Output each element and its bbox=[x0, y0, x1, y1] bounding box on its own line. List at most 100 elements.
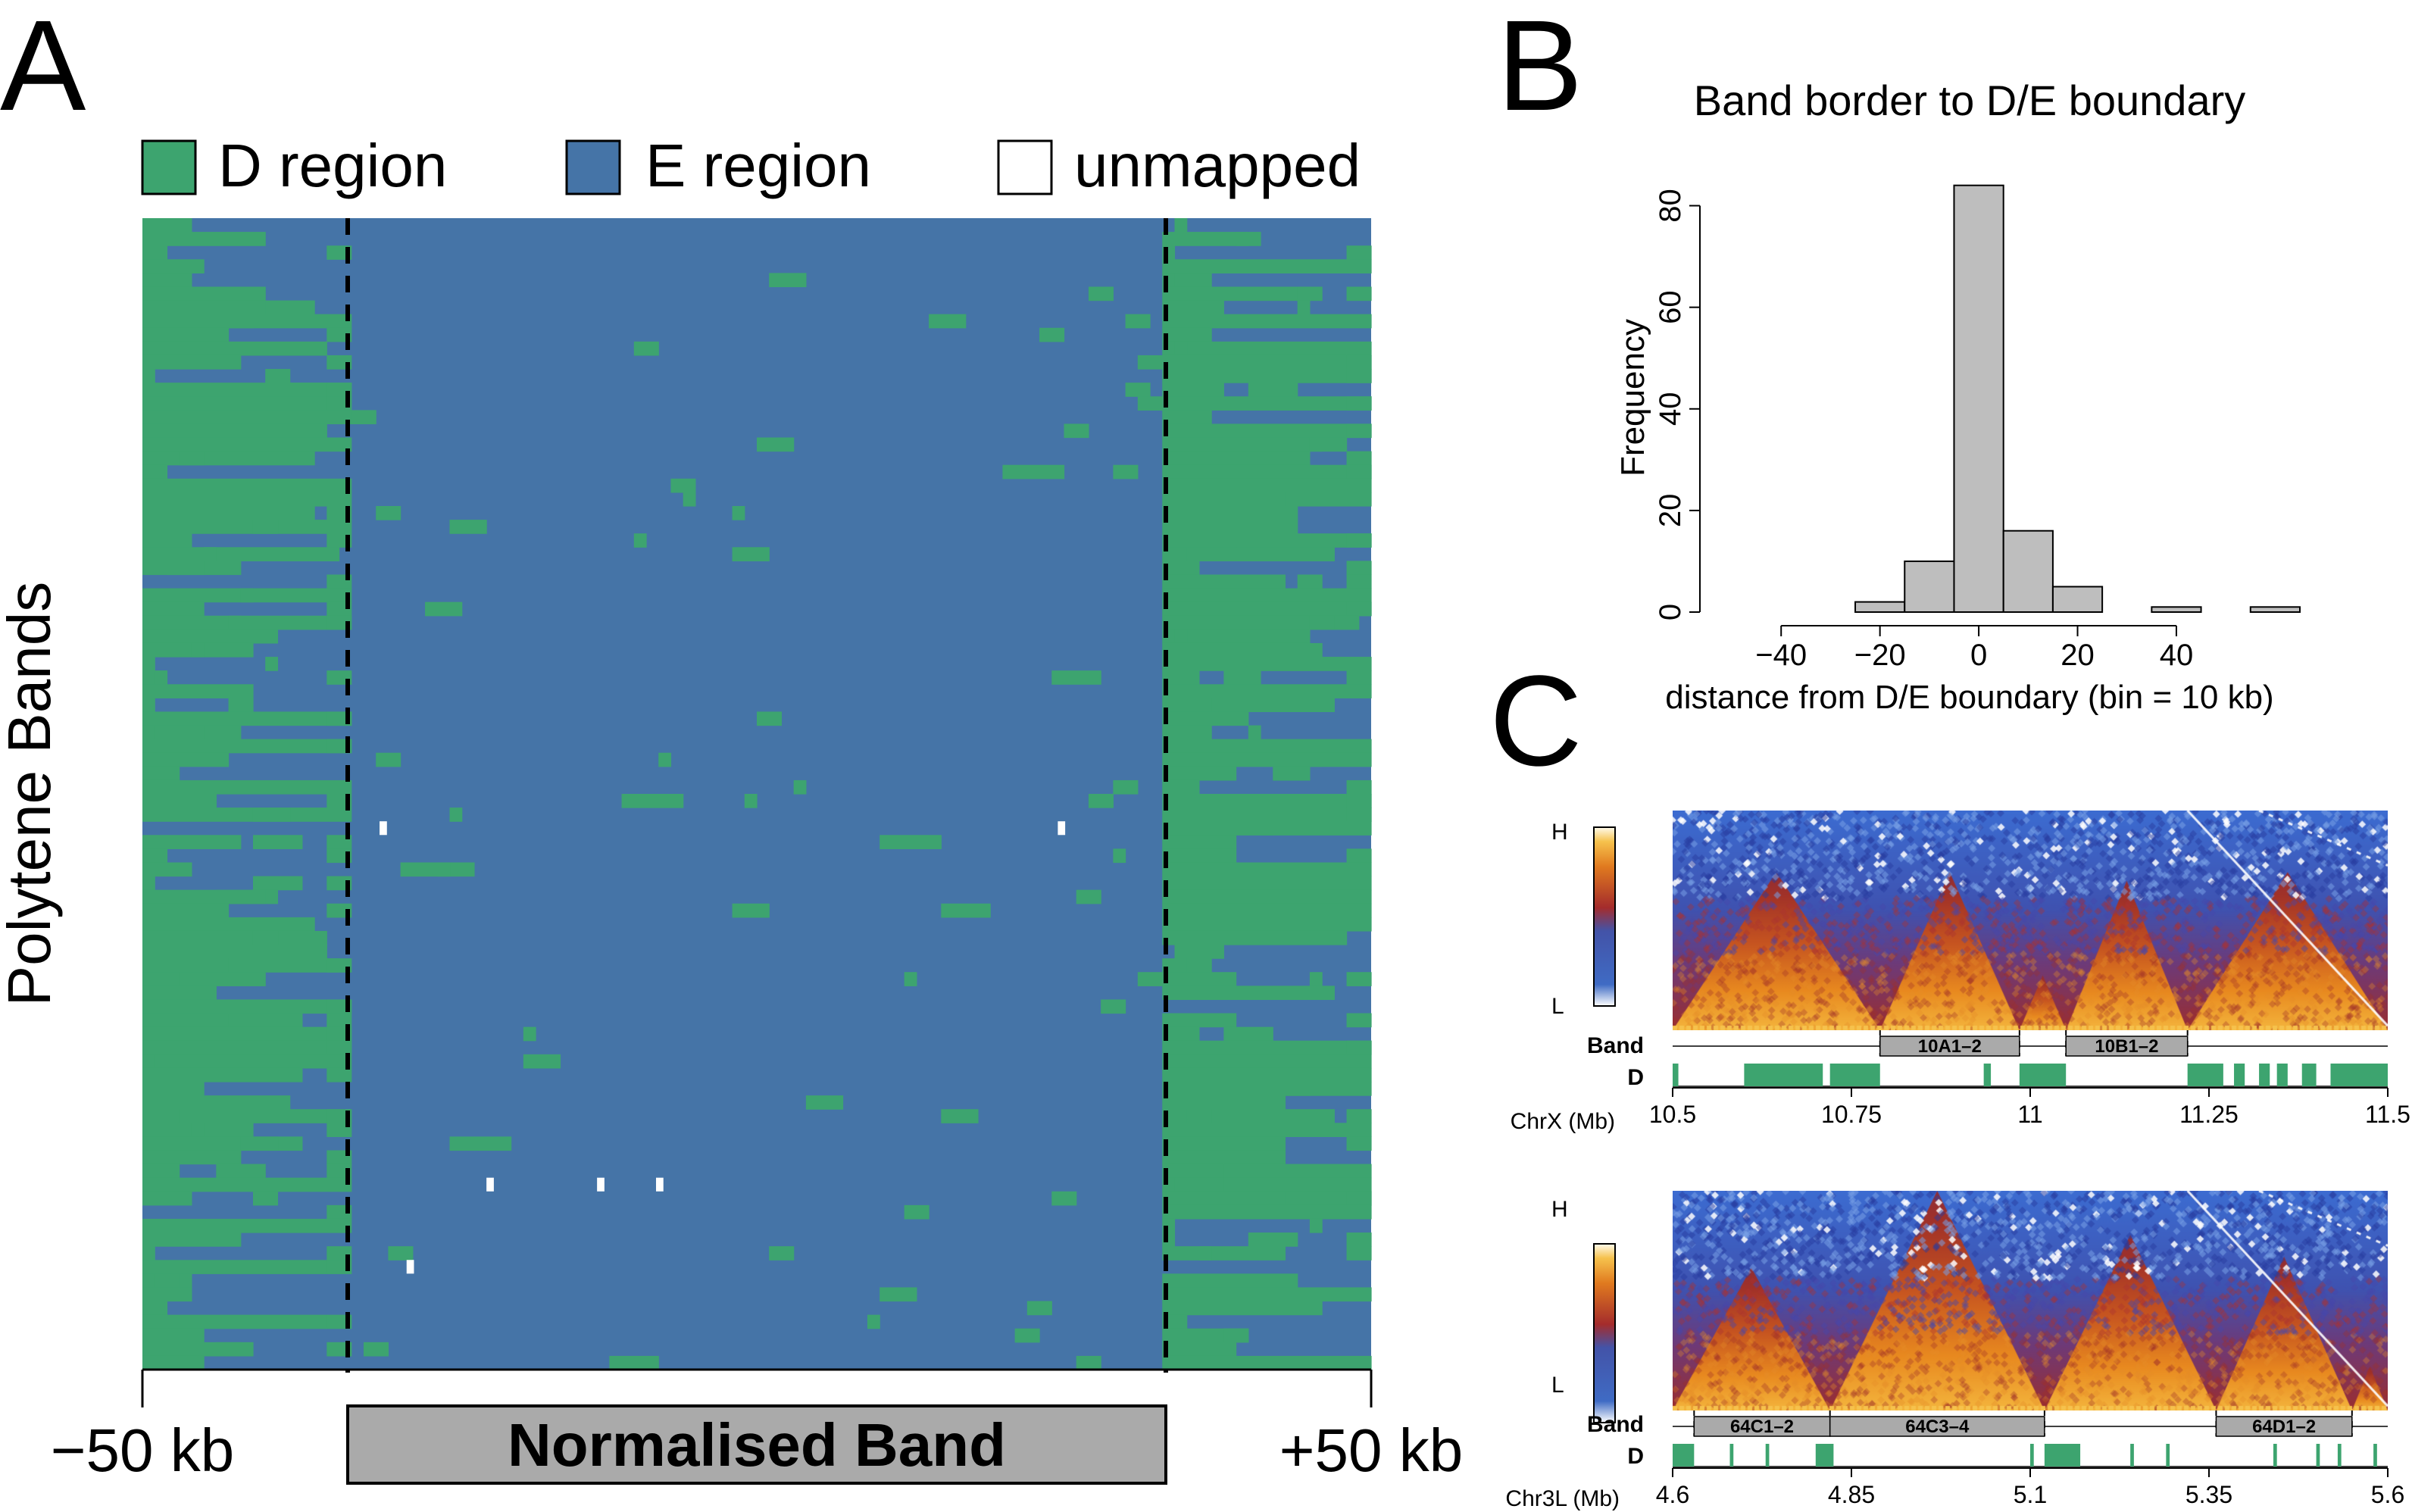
d-region-cell bbox=[142, 533, 192, 548]
d-region-cell bbox=[1248, 383, 1298, 397]
d-region-cell bbox=[1162, 341, 1372, 356]
unmapped-cell bbox=[406, 1260, 414, 1274]
d-region-cell bbox=[142, 520, 352, 534]
d-track-segment bbox=[2316, 1444, 2320, 1467]
d-region-cell bbox=[142, 972, 266, 986]
d-region-cell bbox=[1346, 1246, 1372, 1261]
d-region-cell bbox=[142, 739, 352, 754]
d-region-cell bbox=[1162, 684, 1372, 698]
d-region-cell bbox=[142, 1191, 192, 1206]
d-region-cell bbox=[142, 848, 168, 864]
d-region-cell bbox=[1162, 752, 1372, 767]
d-region-cell bbox=[1309, 972, 1323, 986]
d-region-cell bbox=[1162, 972, 1237, 986]
d-region-cell bbox=[1162, 1040, 1372, 1055]
d-region-cell bbox=[1162, 1082, 1372, 1096]
d-region-cell bbox=[1002, 464, 1065, 480]
d-region-cell bbox=[941, 903, 991, 918]
legend-swatch-d bbox=[141, 139, 197, 195]
d-region-cell bbox=[1162, 930, 1348, 945]
d-region-cell bbox=[1346, 464, 1372, 480]
d-region-cell bbox=[658, 752, 672, 767]
d-track-segment bbox=[1765, 1444, 1770, 1467]
d-region-cell bbox=[1162, 396, 1372, 411]
d-region-cell bbox=[1076, 1355, 1101, 1370]
d-region-cell bbox=[1346, 972, 1372, 986]
d-region-cell bbox=[1162, 766, 1237, 781]
d-region-cell bbox=[1162, 1246, 1286, 1261]
d-region-cell bbox=[1261, 876, 1298, 891]
d-region-cell bbox=[142, 1013, 303, 1028]
d-region-cell bbox=[142, 766, 180, 781]
d-region-cell bbox=[1162, 1273, 1298, 1289]
d-region-cell bbox=[732, 547, 770, 561]
d-region-cell bbox=[1346, 1191, 1372, 1206]
d-region-cell bbox=[1162, 300, 1224, 315]
d-region-cell bbox=[167, 794, 217, 808]
d-region-cell bbox=[142, 629, 279, 644]
genome-axis-tick-label: 4.6 bbox=[1656, 1481, 1689, 1508]
histogram-axes: −40 −20 0 20 40 0 20 40 60 80 bbox=[1654, 189, 2193, 672]
d-region-cell bbox=[1137, 972, 1163, 986]
d-region-cell bbox=[1236, 601, 1249, 617]
d-region-cell bbox=[142, 1040, 168, 1055]
d-region-cell bbox=[1162, 1067, 1372, 1082]
d-region-cell bbox=[1248, 1054, 1273, 1069]
d-region-cell bbox=[1162, 835, 1237, 849]
d-region-cell bbox=[400, 862, 451, 877]
d-region-cell bbox=[1223, 1328, 1249, 1343]
d-region-cell bbox=[1162, 464, 1372, 480]
d-region-cell bbox=[1223, 670, 1261, 685]
d-region-cell bbox=[1346, 574, 1372, 589]
d-region-cell bbox=[1346, 533, 1372, 548]
d-region-cell bbox=[1162, 1150, 1286, 1165]
d-region-cell bbox=[142, 657, 155, 671]
d-region-cell bbox=[1297, 574, 1323, 589]
d-region-cell bbox=[142, 327, 230, 342]
color-scale-bar-top bbox=[1593, 826, 1616, 1007]
d-region-cell bbox=[252, 930, 279, 945]
d-region-cell bbox=[142, 506, 315, 520]
d-region-cell bbox=[1162, 286, 1323, 301]
d-region-cell bbox=[155, 725, 205, 740]
d-region-cell bbox=[204, 314, 254, 329]
d-region-cell bbox=[142, 808, 352, 822]
d-region-cell bbox=[142, 341, 327, 356]
d-region-cell bbox=[1162, 958, 1188, 973]
band-box-label: 10A1–2 bbox=[1918, 1036, 1982, 1057]
d-region-cell bbox=[1273, 917, 1323, 932]
d-region-cell bbox=[216, 1164, 266, 1179]
d-region-cell bbox=[1198, 1246, 1212, 1261]
d-region-cell bbox=[1346, 423, 1372, 439]
genome-axis-tick-label: 5.1 bbox=[2014, 1481, 2047, 1508]
d-region-cell bbox=[142, 1136, 303, 1151]
d-region-cell bbox=[142, 1328, 205, 1343]
d-region-cell bbox=[142, 437, 352, 452]
d-region-cell bbox=[142, 1355, 205, 1370]
d-region-cell bbox=[1236, 492, 1286, 507]
d-region-cell bbox=[142, 410, 352, 425]
d-track-segment bbox=[2187, 1064, 2223, 1086]
legend-swatch-e bbox=[565, 139, 621, 195]
d-region-cell bbox=[240, 588, 254, 603]
band-box-label: 64C1–2 bbox=[1730, 1417, 1794, 1437]
d-track-segment bbox=[2234, 1064, 2245, 1086]
d-region-cell bbox=[1137, 355, 1163, 370]
genome-axis-tick-label: 5.6 bbox=[2371, 1481, 2404, 1508]
d-region-cell bbox=[1162, 451, 1311, 466]
genome-axis-tick-label: 4.85 bbox=[1828, 1481, 1875, 1508]
d-region-cell bbox=[1174, 218, 1188, 233]
d-region-cell bbox=[1174, 273, 1212, 288]
d-region-cell bbox=[1101, 999, 1126, 1014]
histogram-title: Band border to D/E boundary bbox=[1694, 77, 2245, 124]
d-region-cell bbox=[1297, 286, 1311, 301]
d-region-cell bbox=[880, 1287, 917, 1302]
d-region-cell bbox=[1076, 889, 1101, 904]
d-region-cell bbox=[1186, 547, 1237, 561]
band-box bbox=[1879, 1036, 2020, 1057]
d-region-cell bbox=[769, 1246, 795, 1261]
d-track-segment bbox=[1983, 1064, 1992, 1086]
d-region-cell bbox=[1162, 1314, 1188, 1329]
d-region-cell bbox=[228, 958, 242, 973]
d-region-cell bbox=[142, 1095, 291, 1110]
